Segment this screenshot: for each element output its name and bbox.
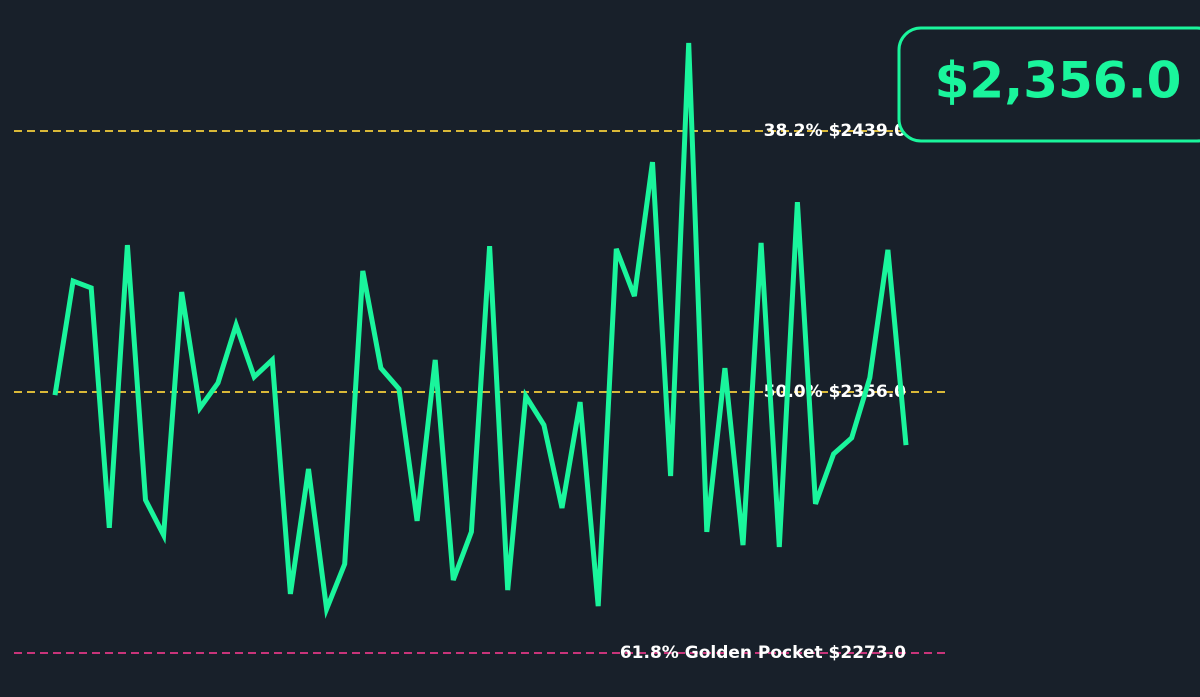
price-badge: $2,356.0: [897, 26, 1200, 143]
fib-levels: 38.2% $2439.0 50.0% $2356.0 61.8% Golden P…: [14, 121, 946, 663]
level-label: 61.8% Golden Pocket $2273.0: [620, 643, 906, 663]
level-label: 38.2% $2439.0: [764, 121, 906, 141]
price-label: $2,356.0: [935, 52, 1182, 110]
price-line: [52, 42, 909, 619]
badge-box: [897, 26, 1200, 143]
level-label: 50.0% $2356.0: [764, 382, 906, 402]
plot: [52, 42, 909, 619]
